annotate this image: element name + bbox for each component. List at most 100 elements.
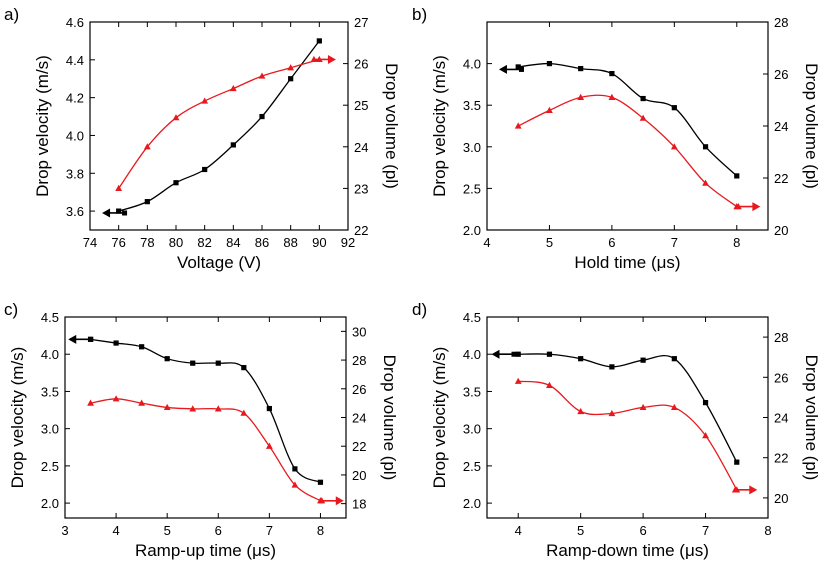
volume-point [577, 407, 585, 415]
velocity-point [609, 364, 615, 370]
x-tick-label: 4 [515, 523, 522, 538]
y2-tick-label: 18 [352, 497, 366, 512]
velocity-point [515, 64, 521, 70]
y2-axis-label: Drop volume (pl) [802, 355, 821, 481]
volume-point [214, 405, 222, 412]
x-tick-label: 6 [215, 523, 222, 538]
velocity-point [546, 61, 553, 67]
y2-tick-label: 24 [774, 119, 788, 134]
velocity-point [578, 65, 584, 72]
y-tick-label: 3.8 [66, 166, 84, 181]
velocity-point [515, 351, 521, 357]
velocity-point [266, 405, 272, 412]
y-tick-label: 4.4 [66, 53, 84, 68]
y-axis-label: Drop velocity (m/s) [430, 55, 449, 197]
x-tick-label: 5 [546, 235, 553, 250]
velocity-point [734, 173, 740, 179]
y-tick-label: 2.5 [463, 181, 481, 196]
y-axis-label: Drop velocity (m/s) [8, 347, 27, 489]
x-tick-label: 8 [764, 523, 771, 538]
volume-arrow-marker [731, 486, 739, 493]
series-line-velocity [90, 338, 321, 483]
velocity-point [734, 459, 740, 465]
series-line-velocity [518, 353, 738, 463]
y2-tick-label: 28 [352, 353, 366, 368]
volume-point [265, 442, 273, 449]
y2-axis-label: Drop volume (pl) [802, 63, 821, 189]
velocity-point [164, 356, 170, 362]
velocity-arrow-marker [518, 66, 524, 72]
x-tick-label: 6 [639, 523, 646, 538]
panel-d: 4 5 6 7 8 2.0 2.5 3.0 3.5 4.0 4.5 20 22 24 26 28 Ramp-do… [412, 300, 821, 560]
x-tick-label: 90 [312, 235, 326, 250]
volume-point [608, 93, 616, 100]
x-tick-label: 8 [317, 523, 324, 538]
volume-arrow-head [327, 54, 336, 64]
volume-point [172, 114, 180, 121]
velocity-point [241, 365, 247, 371]
volume-arrow-marker [310, 55, 318, 63]
y-axis-label: Drop velocity (m/s) [430, 347, 449, 489]
y2-tick-label: 22 [352, 439, 366, 454]
y2-axis-label: Drop volume (pl) [380, 355, 399, 481]
velocity-point [215, 360, 221, 366]
y2-tick-label: 28 [774, 15, 788, 30]
x-tick-label: 82 [197, 235, 211, 250]
y2-tick-label: 26 [354, 57, 368, 72]
x-tick-label: 7 [266, 523, 273, 538]
y2-tick-label: 24 [352, 411, 366, 426]
series-line-volume [118, 58, 320, 189]
y-tick-label: 3.5 [463, 384, 481, 399]
velocity-point [671, 356, 677, 362]
y-tick-label: 4.0 [66, 128, 84, 143]
volume-point [546, 381, 553, 388]
x-tick-label: 92 [341, 235, 355, 250]
y2-tick-label: 20 [774, 491, 788, 506]
volume-arrow-head [752, 202, 761, 212]
x-tick-label: 4 [112, 523, 119, 538]
volume-point [201, 97, 209, 104]
y2-tick-label: 26 [774, 67, 788, 82]
volume-point [138, 399, 146, 406]
velocity-point [316, 38, 322, 44]
volume-point [514, 377, 522, 384]
velocity-point [288, 76, 294, 82]
y-tick-label: 4.0 [463, 57, 481, 72]
velocity-point [702, 144, 709, 150]
x-tick-label: 7 [671, 235, 678, 250]
volume-point [639, 114, 647, 121]
velocity-point [173, 180, 179, 186]
volume-arrow-head [749, 485, 758, 495]
y2-tick-label: 20 [774, 223, 788, 238]
velocity-point [230, 142, 236, 148]
panel-b: 4 5 6 7 8 2.0 2.5 3.0 3.5 4.0 20 22 24 26 28 Hold time … [412, 5, 821, 272]
volume-point [143, 143, 151, 150]
volume-point [546, 106, 553, 113]
velocity-arrow-marker [122, 210, 128, 216]
panel-label: b) [412, 5, 427, 24]
x-tick-label: 5 [164, 523, 171, 538]
volume-point [112, 395, 120, 402]
volume-point [670, 403, 678, 411]
volume-point [514, 122, 522, 129]
y-tick-label: 4.2 [66, 91, 84, 106]
velocity-point [317, 479, 324, 485]
y2-tick-label: 25 [354, 98, 368, 113]
y-tick-label: 4.0 [41, 347, 59, 362]
velocity-arrow-marker [511, 351, 517, 357]
y2-tick-label: 26 [774, 370, 788, 385]
panel-a: 74 76 78 80 82 84 86 88 90 92 3.6 3.8 4.0 4.2 4.4 4.6 22… [4, 5, 401, 272]
panel-c: 3 4 5 6 7 8 2.0 2.5 3.0 3.5 4.0 4.5 18 20 22 24 26 28 30 Ra… [4, 300, 399, 560]
velocity-point [139, 344, 145, 350]
plot-frame [486, 316, 769, 519]
x-tick-label: 80 [169, 235, 183, 250]
y-tick-label: 4.5 [463, 310, 481, 325]
series-line-volume [517, 94, 738, 208]
y2-tick-label: 28 [774, 330, 788, 345]
y-tick-label: 2.5 [463, 459, 481, 474]
y2-tick-label: 30 [352, 324, 366, 339]
series-line-velocity [118, 40, 320, 212]
velocity-point [144, 199, 150, 205]
y2-tick-label: 20 [352, 468, 366, 483]
